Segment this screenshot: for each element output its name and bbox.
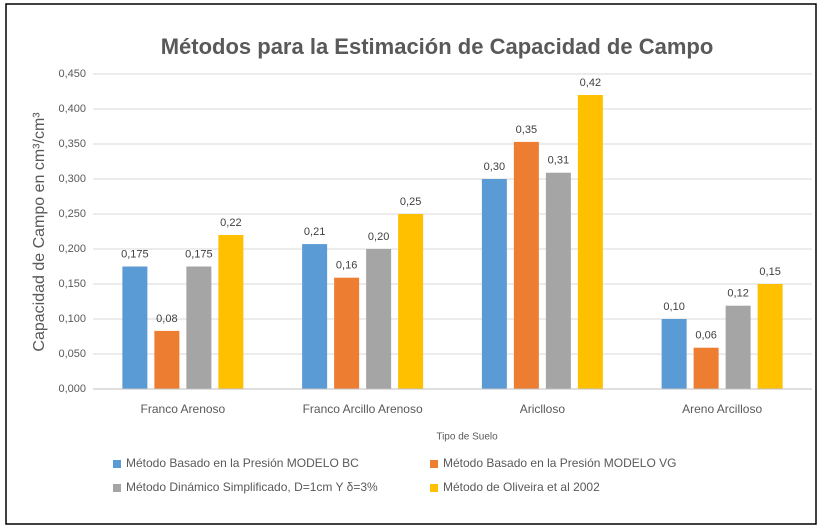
y-tick-label: 0,450 bbox=[58, 68, 86, 80]
legend-label: Método Basado en la Presión MODELO VG bbox=[443, 456, 676, 470]
legend-label: Método de Oliveira et al 2002 bbox=[443, 480, 600, 494]
bar bbox=[122, 266, 148, 389]
bar bbox=[661, 319, 687, 389]
bar bbox=[302, 244, 328, 389]
data-label: 0,08 bbox=[156, 313, 177, 325]
bar bbox=[154, 330, 180, 389]
legend-label: Método Basado en la Presión MODELO BC bbox=[126, 456, 359, 470]
x-tick-label: Ariclloso bbox=[520, 402, 566, 416]
bar bbox=[334, 277, 360, 389]
data-label: 0,06 bbox=[695, 330, 716, 342]
y-tick-label: 0,050 bbox=[58, 348, 86, 360]
data-label: 0,20 bbox=[368, 231, 389, 243]
data-label: 0,15 bbox=[759, 266, 780, 278]
bar bbox=[577, 95, 603, 389]
data-label: 0,31 bbox=[548, 155, 569, 167]
data-label: 0,42 bbox=[580, 77, 601, 89]
data-label: 0,35 bbox=[516, 124, 537, 136]
data-label: 0,21 bbox=[304, 226, 325, 238]
bar bbox=[218, 235, 244, 389]
data-label: 0,10 bbox=[663, 301, 684, 313]
x-tick-label: Franco Arenoso bbox=[141, 402, 226, 416]
y-tick-label: 0,100 bbox=[58, 313, 86, 325]
legend-swatch bbox=[113, 460, 121, 468]
bar bbox=[693, 347, 719, 389]
bar bbox=[545, 172, 571, 389]
bar bbox=[725, 305, 751, 389]
data-label: 0,16 bbox=[336, 260, 357, 272]
bar bbox=[398, 214, 424, 389]
data-label: 0,175 bbox=[121, 248, 149, 260]
data-label: 0,12 bbox=[727, 288, 748, 300]
y-tick-label: 0,300 bbox=[58, 173, 86, 185]
legend-label: Método Dinámico Simplificado, D=1cm Y δ=… bbox=[126, 480, 378, 494]
y-axis-title: Capacidad de Campo en cm³/cm³ bbox=[31, 112, 48, 352]
bar bbox=[513, 141, 539, 389]
bar bbox=[757, 284, 783, 389]
data-label: 0,22 bbox=[220, 217, 241, 229]
data-label: 0,175 bbox=[185, 248, 213, 260]
y-tick-label: 0,400 bbox=[58, 103, 86, 115]
y-tick-label: 0,350 bbox=[58, 138, 86, 150]
x-tick-label: Franco Arcillo Arenoso bbox=[303, 402, 423, 416]
y-tick-label: 0,250 bbox=[58, 208, 86, 220]
x-axis-title: Tipo de Suelo bbox=[436, 432, 498, 443]
data-label: 0,25 bbox=[400, 196, 421, 208]
y-tick-label: 0,200 bbox=[58, 243, 86, 255]
bar bbox=[481, 179, 507, 389]
data-label: 0,30 bbox=[484, 161, 505, 173]
legend-swatch bbox=[430, 484, 438, 492]
y-tick-label: 0,000 bbox=[58, 383, 86, 395]
chart-title: Métodos para la Estimación de Capacidad … bbox=[161, 34, 714, 59]
legend-swatch bbox=[430, 460, 438, 468]
bar bbox=[186, 266, 212, 389]
legend-swatch bbox=[113, 484, 121, 492]
bar bbox=[366, 249, 392, 389]
x-tick-label: Areno Arcilloso bbox=[682, 402, 762, 416]
y-tick-label: 0,150 bbox=[58, 278, 86, 290]
